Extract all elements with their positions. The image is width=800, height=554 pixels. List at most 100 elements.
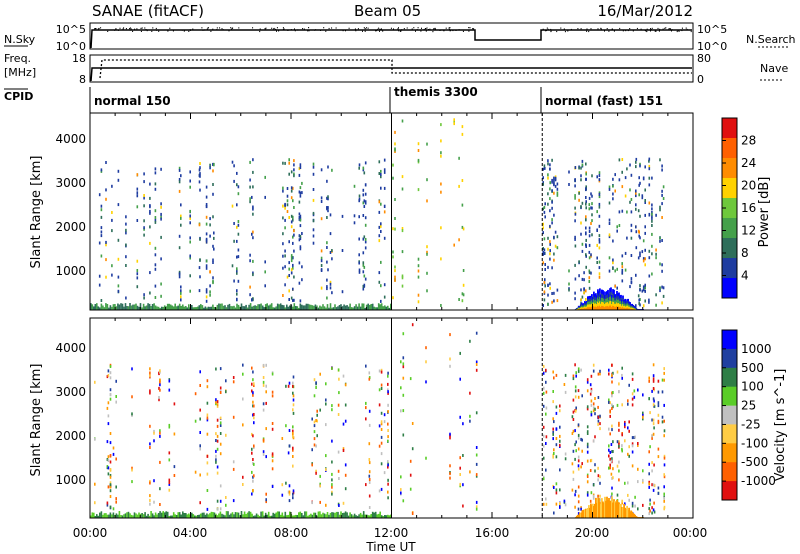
range-gate-cell <box>663 454 666 458</box>
range-gate-cell <box>253 382 255 386</box>
range-gate-cell <box>657 390 660 394</box>
patch-cell <box>626 299 628 302</box>
range-gate-cell <box>115 497 117 501</box>
range-gate-cell <box>580 465 582 469</box>
range-gate-cell <box>292 435 294 439</box>
range-gate-cell <box>237 279 240 283</box>
range-gate-cell <box>574 363 576 367</box>
patch-cell <box>604 307 606 311</box>
range-gate-cell <box>316 419 318 423</box>
range-gate-cell <box>663 456 666 460</box>
range-gate-cell <box>394 148 396 152</box>
range-gate-cell <box>153 479 155 483</box>
patch-cell <box>633 307 635 309</box>
nsearch-point <box>606 28 608 30</box>
range-gate-cell <box>178 275 181 279</box>
range-gate-cell <box>383 236 386 240</box>
range-gate-cell <box>598 192 601 196</box>
range-gate-cell <box>618 469 620 473</box>
range-gate-cell <box>213 247 215 251</box>
range-gate-cell <box>253 462 255 466</box>
range-gate-cell <box>556 182 559 186</box>
range-gate-cell <box>629 188 631 192</box>
patch-cell <box>596 304 598 308</box>
nsearch-point <box>650 30 651 32</box>
range-gate-cell <box>219 452 222 456</box>
range-gate-cell <box>344 403 347 407</box>
range-gate-cell <box>262 438 265 442</box>
patch-cell <box>616 302 618 307</box>
range-gate-cell <box>394 227 396 231</box>
near-range-cell <box>335 307 338 310</box>
range-gate-cell <box>320 256 323 260</box>
patch-cell <box>595 497 597 518</box>
patch-cell <box>628 303 630 306</box>
range-gate-cell <box>331 168 333 172</box>
range-gate-cell <box>624 422 626 426</box>
range-gate-cell <box>553 235 555 239</box>
range-gate-cell <box>125 222 127 226</box>
range-gate-cell <box>233 164 235 168</box>
near-range-cell <box>270 515 273 518</box>
near-range-cell <box>305 303 308 310</box>
range-gate-cell <box>271 390 274 394</box>
range-gate-cell <box>663 492 665 496</box>
range-gate-cell <box>287 384 290 388</box>
range-gate-cell <box>312 172 315 176</box>
range-gate-cell <box>400 386 402 390</box>
range-gate-cell <box>380 435 383 439</box>
range-gate-cell <box>586 407 589 411</box>
patch-cell <box>617 502 619 518</box>
near-range-cell <box>157 306 160 310</box>
range-gate-cell <box>212 192 214 196</box>
patch-cell <box>586 302 588 306</box>
range-gate-cell <box>644 283 646 287</box>
near-range-cell <box>343 304 345 310</box>
near-range-cell <box>346 512 348 518</box>
range-gate-cell <box>236 269 238 273</box>
range-gate-cell <box>556 191 559 195</box>
patch-cell <box>602 501 604 518</box>
nsearch-point <box>107 30 109 32</box>
range-gate-cell <box>252 475 254 479</box>
range-gate-cell <box>358 253 360 257</box>
near-range-cell <box>251 306 253 310</box>
range-gate-cell <box>364 246 367 250</box>
near-range-cell <box>329 303 332 310</box>
range-gate-cell <box>612 239 614 243</box>
range-gate-cell <box>621 254 624 258</box>
near-range-cell <box>182 304 184 310</box>
range-gate-cell <box>251 432 253 436</box>
range-gate-cell <box>154 246 157 250</box>
range-gate-cell <box>205 232 208 236</box>
range-gate-cell <box>199 473 201 477</box>
nsky-noise <box>94 27 692 33</box>
range-gate-cell <box>648 512 650 516</box>
range-gate-cell <box>591 206 593 210</box>
near-range-cell <box>350 514 353 518</box>
range-gate-cell <box>219 416 222 420</box>
range-gate-cell <box>401 250 404 254</box>
near-range-cell <box>147 303 149 310</box>
patch-cell <box>581 304 584 307</box>
range-gate-cell <box>553 176 555 180</box>
range-gate-cell <box>459 456 461 460</box>
patch-cell <box>590 301 592 305</box>
near-range-cell <box>183 513 186 518</box>
range-gate-cell <box>559 404 561 408</box>
nsearch-point <box>570 28 572 31</box>
range-gate-cell <box>290 259 293 263</box>
range-gate-cell <box>618 460 620 464</box>
range-gate-cell <box>577 507 580 511</box>
range-gate-cell <box>624 425 626 429</box>
range-gate-cell <box>599 427 601 431</box>
range-gate-cell <box>225 503 227 507</box>
patch-cell <box>585 301 587 304</box>
patch-cell <box>623 299 625 303</box>
range-gate-cell <box>329 251 332 254</box>
range-gate-cell <box>568 170 570 174</box>
near-range-cell <box>390 514 392 518</box>
range-gate-cell <box>551 300 553 304</box>
range-gate-cell <box>556 193 559 197</box>
range-gate-cell <box>327 206 329 210</box>
